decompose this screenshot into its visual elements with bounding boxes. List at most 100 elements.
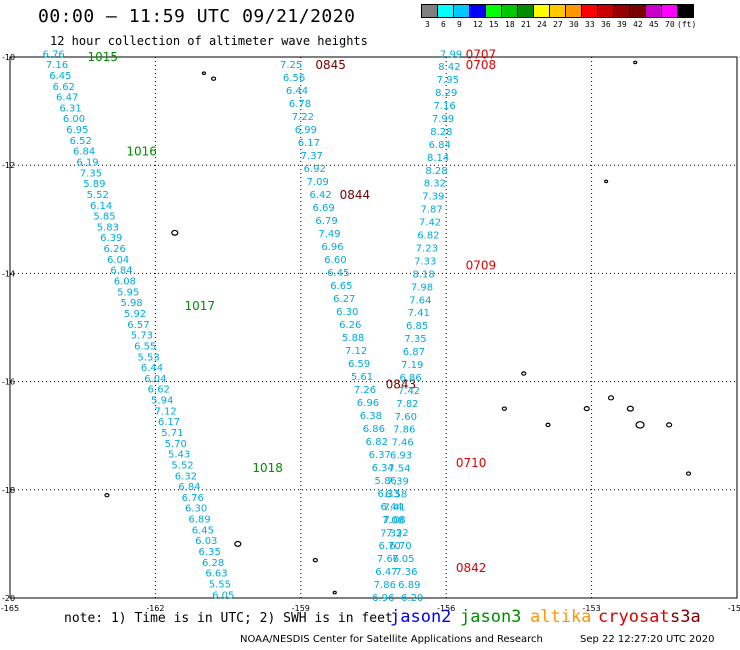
swh-value: 8.29 [435,88,457,99]
pass-time-label: 0707 [466,47,497,61]
swh-value: 6.45 [192,525,214,536]
swh-value: 6.27 [333,294,355,305]
swh-value: 6.47 [56,93,78,104]
lon-tick-label: -150 [728,604,740,613]
swh-value: 6.26 [104,244,126,255]
graticule [10,57,737,598]
swh-value: 6.38 [360,411,382,422]
axis-tick-labels: -165 -162 -159 -156 -153 -150 -10 -12 -14 -16 -18 -… [1,53,740,613]
island-outline [626,405,634,412]
color-bar-swatch [677,4,694,18]
swh-value: 7.82 [396,399,418,410]
swh-value: 5.98 [121,298,143,309]
swh-value: 6.47 [375,567,397,578]
swh-value: 5.61 [351,372,373,383]
swh-value: 7.09 [307,177,329,188]
swh-value: 6.00 [63,114,85,125]
swh-value: 6.58 [385,489,407,500]
swh-value: 6.17 [298,138,320,149]
legend-altika: altika [530,607,592,627]
pass-time-label: 0842 [456,561,487,575]
island-outline [604,179,609,184]
swh-value: 7.54 [388,464,410,475]
swh-value: 7.26 [354,385,376,396]
swh-value: 7.36 [395,567,417,578]
swh-value: 5.70 [165,439,187,450]
island-outline [635,421,645,429]
color-bar-label: 12 [473,20,483,29]
island-outline [501,406,507,411]
swh-value: 6.39 [100,233,122,244]
island-outline [666,422,673,428]
swh-value: 6.08 [114,277,136,288]
swh-value: 7.39 [422,192,444,203]
swh-value: 6.35 [199,547,221,558]
swh-value: 5.52 [171,460,193,471]
pass-time-label: 1018 [252,461,283,475]
swh-value: 5.86 [375,476,397,487]
swh-value: 6.84 [110,266,132,277]
swh-value: 5.43 [168,450,190,461]
island-outline [545,422,551,428]
island-outline [210,76,217,81]
color-bar-label: 42 [633,20,643,29]
swh-value: 7.99 [432,114,454,125]
swh-value: 6.96 [357,398,379,409]
swh-value: 6.82 [366,437,388,448]
swh-value: 7.35 [80,168,102,179]
lon-tick-label: -153 [583,604,601,613]
swh-value: 7.60 [395,412,417,423]
swh-value: 7.23 [416,243,438,254]
lat-tick-label: -18 [2,486,15,495]
legend-s3a: s3a [670,607,701,627]
legend-jason3: jason3 [460,607,522,627]
swh-value: 5.88 [342,333,364,344]
legend-jason2: jason2 [390,607,452,627]
island-outline [685,471,692,476]
swh-value: 5.89 [83,179,105,190]
swh-value: 6.31 [59,103,81,114]
swh-value: 6.45 [327,268,349,279]
swh-value: 7.87 [421,205,443,216]
swh-value: 6.95 [66,125,88,136]
island-outlines [104,56,740,595]
swh-value: 5.52 [87,190,109,201]
swh-value: 6.04 [107,255,129,266]
color-bar [421,4,694,18]
swh-value: 6.78 [289,99,311,110]
swh-value: 6.82 [417,231,439,242]
island-outline [583,406,590,412]
color-bar-label: 36 [601,20,611,29]
swh-value: 6.44 [380,502,402,513]
swh-value: 6.57 [127,320,149,331]
map-frame [9,56,738,599]
island-outline [201,71,206,76]
swh-value: 7.33 [414,256,436,267]
swh-value: 6.14 [90,201,112,212]
swh-value: 6.59 [348,359,370,370]
swh-value: 5.95 [117,287,139,298]
island-outline [312,557,318,563]
color-bar-label: 70 [665,20,675,29]
lon-tick-label: -165 [1,604,19,613]
swh-value: 7.99 [440,49,462,60]
swh-value: 6.63 [205,569,227,580]
swh-value: 5.55 [209,579,231,590]
swh-value: 7.05 [392,554,414,565]
color-bar-label: 30 [569,20,579,29]
island-outline [234,540,242,547]
swh-value: 6.92 [304,164,326,175]
color-bar-label: 33 [585,20,595,29]
color-bar-label: 21 [521,20,531,29]
swh-value: 7.32 [386,528,408,539]
swh-value: 6.33 [377,489,399,500]
swh-value: 6.89 [188,515,210,526]
lon-tick-label: -162 [146,604,164,613]
swh-value: 6.86 [363,424,385,435]
island-outline [607,395,615,401]
swh-value: 6.17 [158,417,180,428]
swh-value: 6.99 [295,125,317,136]
swh-value: 7.42 [419,218,441,229]
